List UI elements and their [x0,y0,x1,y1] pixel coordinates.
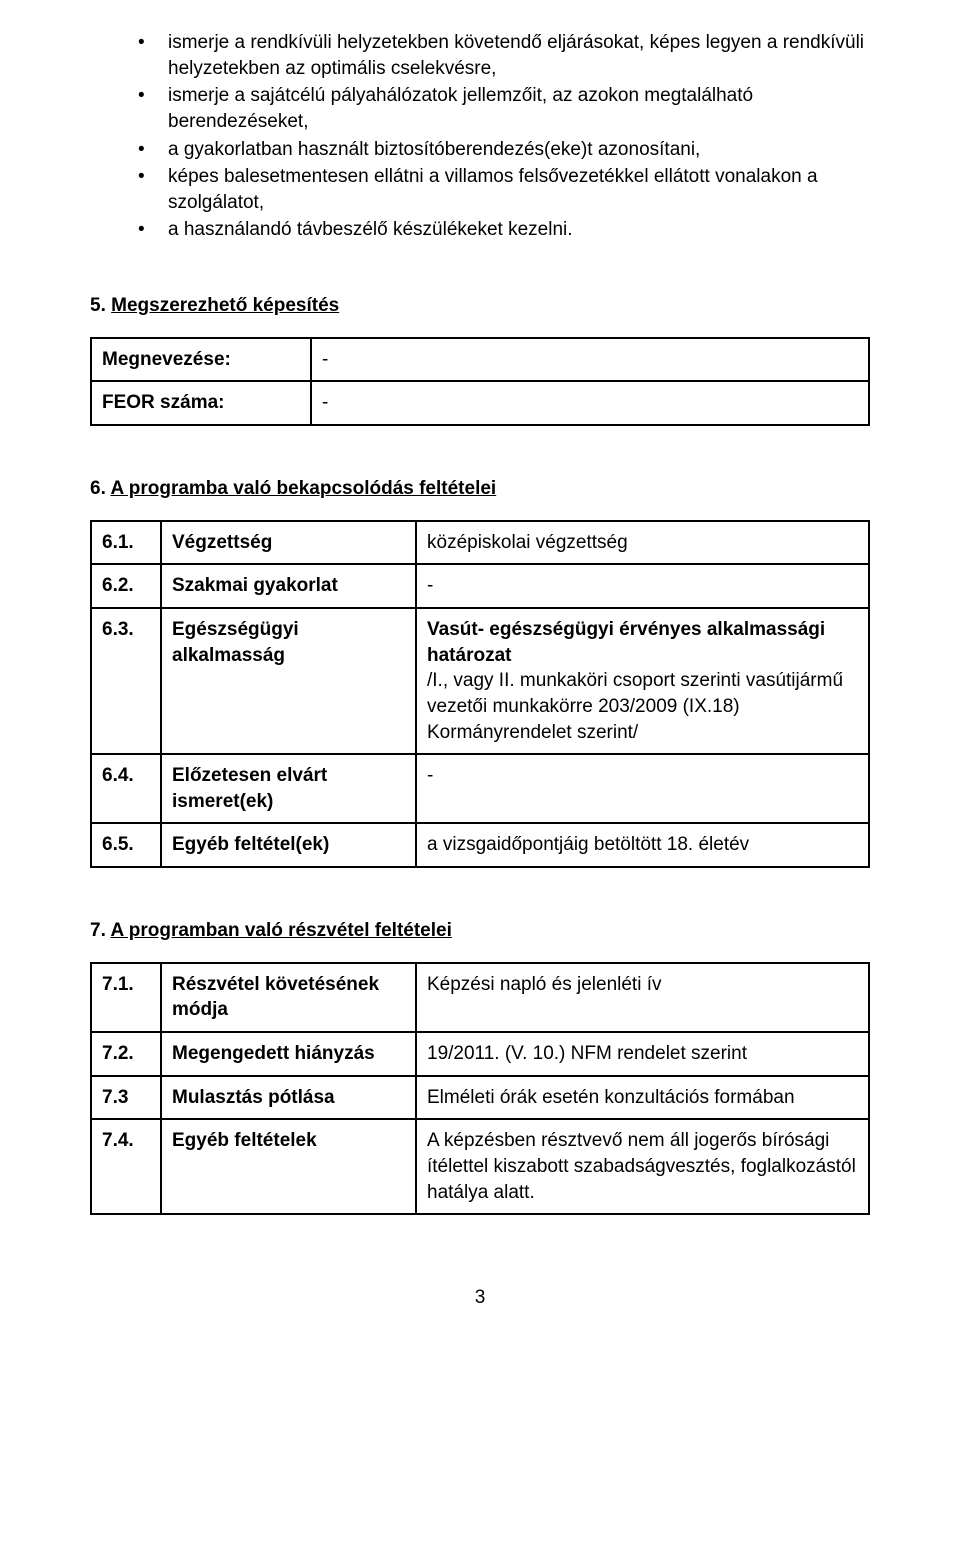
table-row: FEOR száma: - [91,381,869,425]
section-6-heading: 6. A programba való bekapcsolódás feltét… [90,476,870,502]
table-row: 6.1. Végzettség középiskolai végzettség [91,521,869,565]
cell-label: Megnevezése: [91,338,311,382]
cell-value: középiskolai végzettség [416,521,869,565]
section-5-table: Megnevezése: - FEOR száma: - [90,337,870,426]
section-6-table: 6.1. Végzettség középiskolai végzettség … [90,520,870,868]
cell-key: Mulasztás pótlása [161,1076,416,1120]
cell-value: Képzési napló és jelenléti ív [416,963,869,1032]
cell-value: - [311,338,869,382]
section-7-table: 7.1. Részvétel követésének módja Képzési… [90,962,870,1215]
cell-number: 7.1. [91,963,161,1032]
section-5-heading: 5. Megszerezhető képesítés [90,293,870,319]
cell-key: Végzettség [161,521,416,565]
cell-value: a vizsgaidőpontjáig betöltött 18. életév [416,823,869,867]
table-row: 6.2. Szakmai gyakorlat - [91,564,869,608]
cell-key: Egyéb feltétel(ek) [161,823,416,867]
cell-value: - [311,381,869,425]
cell-value: - [416,564,869,608]
section-title: A programban való részvétel feltételei [110,920,451,941]
cell-key: Megengedett hiányzás [161,1032,416,1076]
table-row: 6.5. Egyéb feltétel(ek) a vizsgaidőpontj… [91,823,869,867]
cell-number: 7.3 [91,1076,161,1120]
list-item: képes balesetmentesen ellátni a villamos… [138,164,870,215]
table-row: 7.3 Mulasztás pótlása Elméleti órák eset… [91,1076,869,1120]
bullet-list: ismerje a rendkívüli helyzetekben követe… [90,30,870,243]
list-item: ismerje a rendkívüli helyzetekben követe… [138,30,870,81]
page-number: 3 [90,1285,870,1311]
list-item: a használandó távbeszélő készülékeket ke… [138,217,870,243]
table-row: 6.3. Egészségügyi alkalmasság Vasút- egé… [91,608,869,754]
cell-key: Előzetesen elvárt ismeret(ek) [161,754,416,823]
cell-key: Egyéb feltételek [161,1119,416,1214]
table-row: Megnevezése: - [91,338,869,382]
cell-label: FEOR száma: [91,381,311,425]
list-item: ismerje a sajátcélú pályahálózatok jelle… [138,83,870,134]
cell-number: 6.1. [91,521,161,565]
cell-value: - [416,754,869,823]
cell-number: 6.4. [91,754,161,823]
cell-number: 6.3. [91,608,161,754]
cell-key: Részvétel követésének módja [161,963,416,1032]
cell-value: Elméleti órák esetén konzultációs formáb… [416,1076,869,1120]
table-row: 7.1. Részvétel követésének módja Képzési… [91,963,869,1032]
table-row: 6.4. Előzetesen elvárt ismeret(ek) - [91,754,869,823]
section-number: 5. [90,295,106,316]
table-row: 7.2. Megengedett hiányzás 19/2011. (V. 1… [91,1032,869,1076]
cell-number: 6.5. [91,823,161,867]
cell-number: 7.4. [91,1119,161,1214]
section-title: A programba való bekapcsolódás feltétele… [110,478,496,499]
list-item: a gyakorlatban használt biztosítóberende… [138,137,870,163]
section-title: Megszerezhető képesítés [111,295,339,316]
cell-value: Vasút- egészségügyi érvényes alkalmasság… [416,608,869,754]
value-bold: Vasút- egészségügyi érvényes alkalmasság… [427,619,825,666]
cell-key: Egészségügyi alkalmasság [161,608,416,754]
cell-value: A képzésben résztvevő nem áll jogerős bí… [416,1119,869,1214]
value-rest: /I., vagy II. munkaköri csoport szerinti… [427,670,843,742]
cell-number: 7.2. [91,1032,161,1076]
section-number: 6. [90,478,106,499]
document-page: ismerje a rendkívüli helyzetekben követe… [0,0,960,1351]
section-7-heading: 7. A programban való részvétel feltétele… [90,918,870,944]
table-row: 7.4. Egyéb feltételek A képzésben résztv… [91,1119,869,1214]
section-number: 7. [90,920,106,941]
cell-value: 19/2011. (V. 10.) NFM rendelet szerint [416,1032,869,1076]
cell-number: 6.2. [91,564,161,608]
cell-key: Szakmai gyakorlat [161,564,416,608]
